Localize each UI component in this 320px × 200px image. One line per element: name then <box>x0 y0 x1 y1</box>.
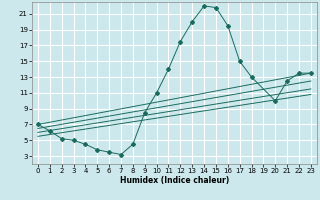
X-axis label: Humidex (Indice chaleur): Humidex (Indice chaleur) <box>120 176 229 185</box>
